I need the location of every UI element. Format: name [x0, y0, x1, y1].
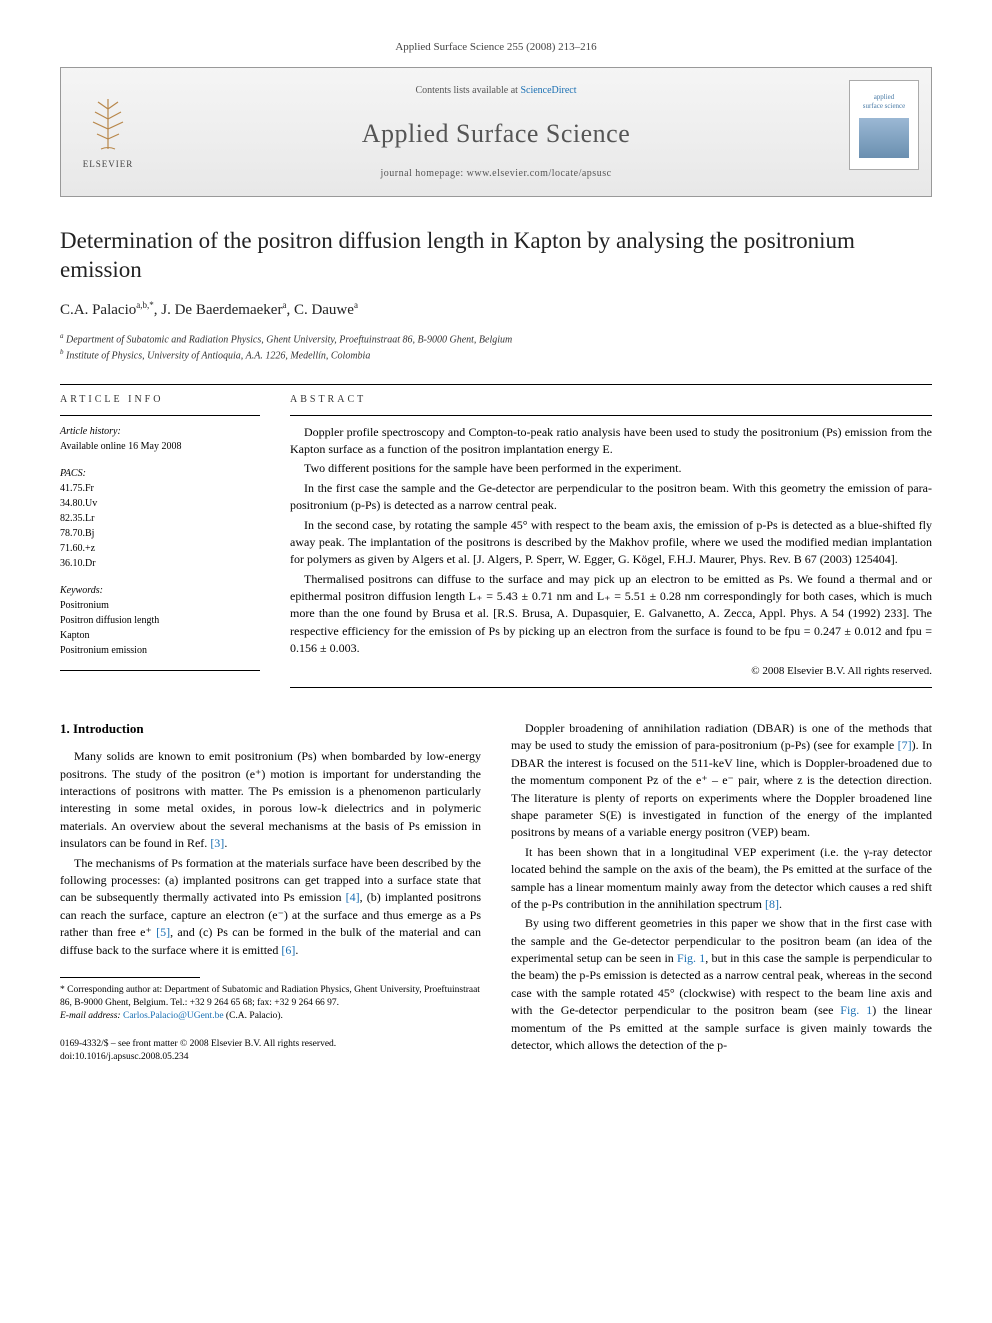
intro-p1: Many solids are known to emit positroniu… [60, 748, 481, 852]
author-1-sup: a,b,* [136, 300, 154, 310]
abstract-heading: ABSTRACT [290, 393, 932, 407]
authors-line: C.A. Palacioa,b,*, J. De Baerdemaeker a, … [60, 299, 932, 321]
article-info-col: ARTICLE INFO Article history: Available … [60, 393, 260, 696]
affiliation-b: b Institute of Physics, University of An… [60, 347, 932, 363]
sciencedirect-link[interactable]: ScienceDirect [520, 85, 576, 96]
banner-center: Contents lists available at ScienceDirec… [73, 80, 919, 180]
history-line: Available online 16 May 2008 [60, 439, 260, 454]
author-2: , J. De Baerdemaeker [154, 302, 283, 318]
body-columns: 1. Introduction Many solids are known to… [60, 720, 932, 1064]
fig-1-link-b[interactable]: Fig. 1 [840, 1003, 872, 1017]
author-3: , C. Dauwe [286, 302, 354, 318]
article-history-block: Article history: Available online 16 May… [60, 424, 260, 454]
publisher-label: ELSEVIER [83, 158, 134, 171]
article-title: Determination of the positron diffusion … [60, 227, 932, 285]
journal-name: Applied Surface Science [73, 116, 919, 152]
abstract-p1: Doppler profile spectroscopy and Compton… [290, 424, 932, 459]
keyword-item: Kapton [60, 628, 260, 643]
intro-heading: 1. Introduction [60, 720, 481, 738]
divider-top [60, 384, 932, 385]
pacs-label: PACS: [60, 466, 260, 481]
contents-line: Contents lists available at ScienceDirec… [73, 84, 919, 98]
abstract-body: Doppler profile spectroscopy and Compton… [290, 424, 932, 658]
email-link[interactable]: Carlos.Palacio@UGent.be [123, 1011, 224, 1021]
homepage-line: journal homepage: www.elsevier.com/locat… [73, 167, 919, 181]
page: Applied Surface Science 255 (2008) 213–2… [0, 0, 992, 1104]
info-divider-2 [60, 670, 260, 671]
abstract-col: ABSTRACT Doppler profile spectroscopy an… [290, 393, 932, 696]
abstract-p4: In the second case, by rotating the samp… [290, 517, 932, 569]
col2-p1: Doppler broadening of annihilation radia… [511, 720, 932, 842]
abstract-p3: In the first case the sample and the Ge-… [290, 480, 932, 515]
body-text-left: Many solids are known to emit positroniu… [60, 748, 481, 959]
issn-line: 0169-4332/$ – see front matter © 2008 El… [60, 1038, 481, 1051]
email-label: E-mail address: [60, 1011, 121, 1021]
author-3-sup: a [354, 300, 358, 310]
footnote-divider [60, 977, 200, 978]
affiliation-a: a Department of Subatomic and Radiation … [60, 331, 932, 347]
history-label: Article history: [60, 424, 260, 439]
abstract-p5: Thermalised positrons can diffuse to the… [290, 571, 932, 658]
pacs-item: 82.35.Lr [60, 511, 260, 526]
abstract-divider-top [290, 415, 932, 416]
email-who: (C.A. Palacio). [224, 1011, 283, 1021]
info-divider-1 [60, 415, 260, 416]
body-col-right: Doppler broadening of annihilation radia… [511, 720, 932, 1064]
pacs-item: 36.10.Dr [60, 556, 260, 571]
email-line: E-mail address: Carlos.Palacio@UGent.be … [60, 1010, 481, 1023]
pacs-item: 78.70.Bj [60, 526, 260, 541]
contents-prefix: Contents lists available at [415, 85, 520, 96]
doi-line: doi:10.1016/j.apsusc.2008.05.234 [60, 1051, 481, 1064]
article-info-heading: ARTICLE INFO [60, 393, 260, 407]
ref-5-link[interactable]: [5] [156, 925, 170, 939]
cover-image-placeholder [859, 118, 909, 158]
footer-block: 0169-4332/$ – see front matter © 2008 El… [60, 1038, 481, 1065]
intro-p2: The mechanisms of Ps formation at the ma… [60, 855, 481, 959]
footnotes: * Corresponding author at: Department of… [60, 984, 481, 1024]
ref-3-link[interactable]: [3] [210, 836, 224, 850]
author-1: C.A. Palacio [60, 302, 136, 318]
corresponding-author: * Corresponding author at: Department of… [60, 984, 481, 1011]
keywords-block: Keywords: Positronium Positron diffusion… [60, 583, 260, 658]
body-col-left: 1. Introduction Many solids are known to… [60, 720, 481, 1064]
info-abstract-row: ARTICLE INFO Article history: Available … [60, 393, 932, 696]
cover-label-1: applied [874, 93, 895, 103]
cover-label-2: surface science [863, 102, 906, 112]
ref-8-link[interactable]: [8] [765, 897, 779, 911]
copyright-line: © 2008 Elsevier B.V. All rights reserved… [290, 664, 932, 679]
pacs-block: PACS: 41.75.Fr 34.80.Uv 82.35.Lr 78.70.B… [60, 466, 260, 571]
body-text-right: Doppler broadening of annihilation radia… [511, 720, 932, 1054]
col2-p3: By using two different geometries in thi… [511, 915, 932, 1054]
ref-7-link[interactable]: [7] [898, 738, 912, 752]
tree-icon [83, 94, 133, 154]
journal-banner: ELSEVIER Contents lists available at Sci… [60, 67, 932, 197]
abstract-p2: Two different positions for the sample h… [290, 460, 932, 477]
elsevier-logo: ELSEVIER [73, 80, 143, 170]
pacs-item: 71.60.+z [60, 541, 260, 556]
ref-6-link[interactable]: [6] [281, 943, 295, 957]
pacs-item: 41.75.Fr [60, 481, 260, 496]
affiliations: a Department of Subatomic and Radiation … [60, 331, 932, 364]
ref-4-link[interactable]: [4] [346, 890, 360, 904]
keyword-item: Positron diffusion length [60, 613, 260, 628]
journal-cover-thumb: applied surface science [849, 80, 919, 170]
running-header: Applied Surface Science 255 (2008) 213–2… [60, 40, 932, 55]
pacs-item: 34.80.Uv [60, 496, 260, 511]
keyword-item: Positronium emission [60, 643, 260, 658]
keywords-label: Keywords: [60, 583, 260, 598]
fig-1-link-a[interactable]: Fig. 1 [677, 951, 705, 965]
abstract-divider-bottom [290, 687, 932, 688]
keyword-item: Positronium [60, 598, 260, 613]
col2-p2: It has been shown that in a longitudinal… [511, 844, 932, 914]
